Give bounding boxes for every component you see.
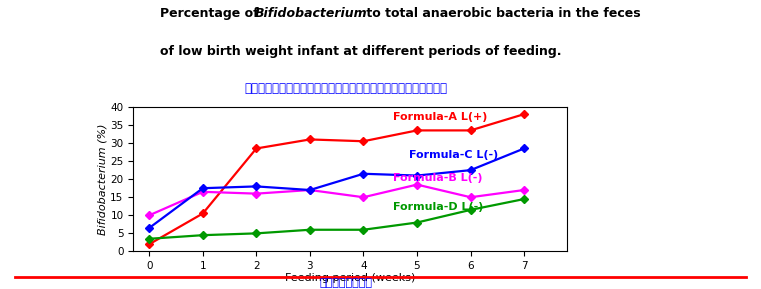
Text: Formula-C L(-): Formula-C L(-)	[409, 149, 498, 160]
Y-axis label: Bifidobacterium (%): Bifidobacterium (%)	[97, 123, 107, 235]
Text: Percentage of: Percentage of	[160, 7, 263, 20]
Text: Formula-A L(+): Formula-A L(+)	[393, 112, 487, 122]
Text: to total anaerobic bacteria in the feces: to total anaerobic bacteria in the feces	[362, 7, 641, 20]
X-axis label: Feeding period (weeks): Feeding period (weeks)	[285, 273, 416, 283]
Text: Formula-B L(-): Formula-B L(-)	[393, 173, 482, 183]
Text: 低体重婴儿在不同喂养周期内粪便中双岐杆菌占总厕氧菌的百分比: 低体重婴儿在不同喂养周期内粪便中双岐杆菌占总厕氧菌的百分比	[245, 82, 447, 95]
Text: Bifidobacterium: Bifidobacterium	[255, 7, 368, 20]
Text: 喂养周期（周数）: 喂养周期（周数）	[320, 277, 373, 288]
Text: Formula-D L(-): Formula-D L(-)	[393, 202, 483, 212]
Text: of low birth weight infant at different periods of feeding.: of low birth weight infant at different …	[160, 45, 562, 58]
